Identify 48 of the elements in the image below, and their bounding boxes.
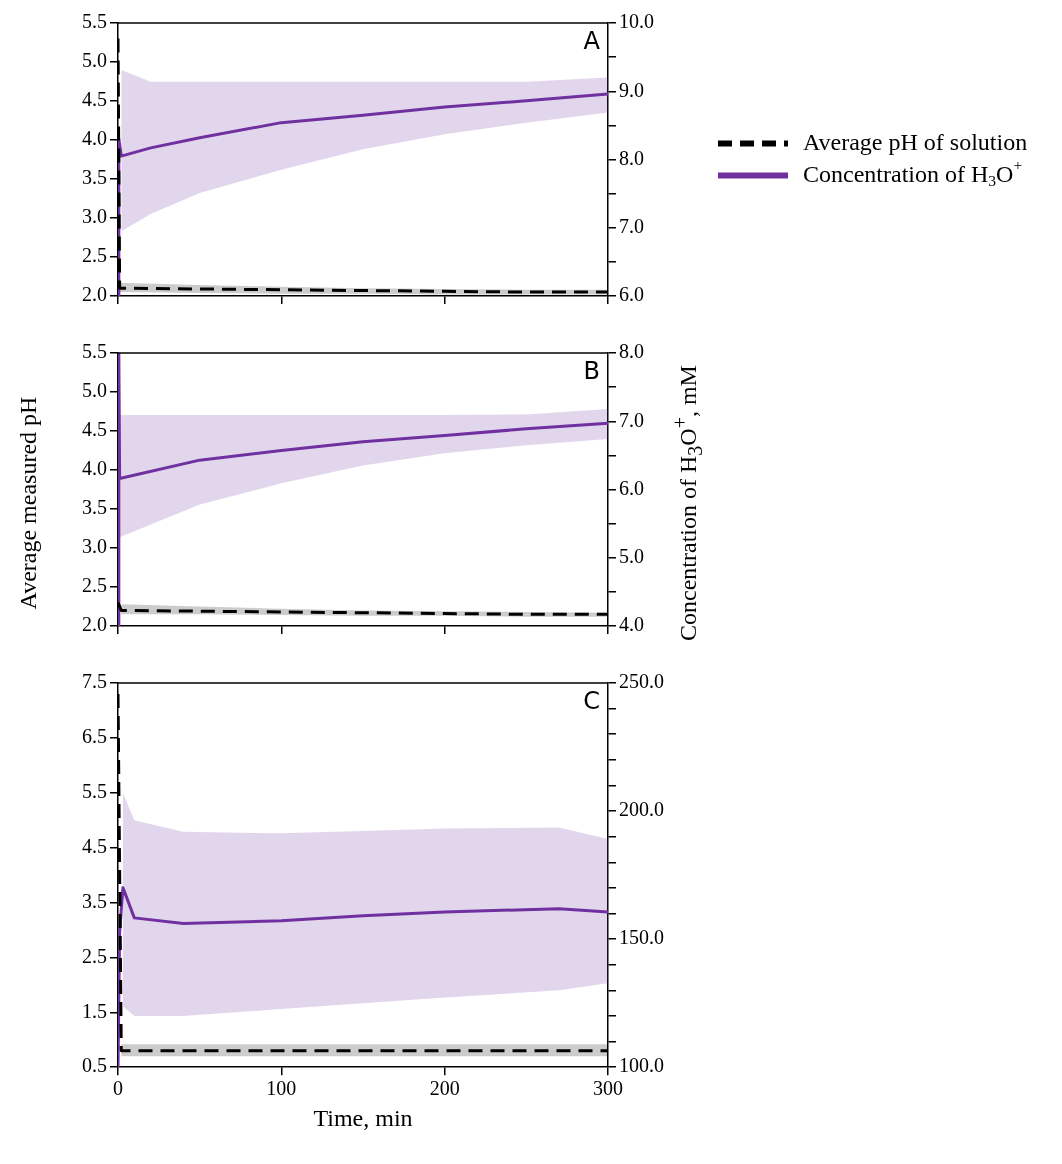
y-tick-label: 5.5 <box>82 340 107 363</box>
y-tick-label: 3.0 <box>82 535 107 558</box>
y-tick-label: 1.5 <box>82 999 107 1022</box>
y-tick-label: 4.0 <box>82 127 107 150</box>
y2-tick-label: 8.0 <box>619 146 644 169</box>
y-tick-label: 0.5 <box>82 1054 107 1077</box>
y-tick-label: 5.5 <box>82 10 107 33</box>
annotation: A <box>583 27 601 56</box>
y-tick-label: 2.5 <box>82 944 107 967</box>
y2-tick-label: 100.0 <box>619 1054 664 1077</box>
annotation: C <box>583 687 600 716</box>
annotation: B <box>583 357 600 386</box>
y2-tick-label: 6.0 <box>619 283 644 306</box>
y-tick-label: 4.5 <box>82 418 107 441</box>
y-tick-label: 2.0 <box>82 613 107 636</box>
y2-tick-label: 10.0 <box>619 10 654 33</box>
x-tick-label: 0 <box>113 1077 123 1100</box>
y-tick-label: 7.5 <box>82 670 107 693</box>
y-tick-label: 5.5 <box>82 780 107 803</box>
x-tick-label: 100 <box>266 1077 297 1100</box>
y-tick-label: 2.0 <box>82 283 107 306</box>
y2-tick-label: 9.0 <box>619 78 644 101</box>
y2-tick-label: 8.0 <box>619 340 644 363</box>
y-tick-label: 4.5 <box>82 834 107 857</box>
y2-tick-label: 150.0 <box>619 926 664 949</box>
y-tick-label: 4.0 <box>82 457 107 480</box>
y2-tick-label: 7.0 <box>619 215 644 237</box>
y2-tick-label: 5.0 <box>619 545 644 567</box>
y-tick-label: 3.5 <box>82 496 107 519</box>
y2-tick-label: 200.0 <box>619 798 664 821</box>
y-tick-label: 2.5 <box>82 574 107 597</box>
y-axis-title: Average measured pH <box>14 396 42 610</box>
y2-tick-label: 4.0 <box>619 613 644 636</box>
x-tick-label: 200 <box>429 1077 460 1100</box>
y2-tick-label: 250.0 <box>619 670 664 693</box>
y-tick-label: 5.0 <box>82 379 107 402</box>
y-tick-label: 3.0 <box>82 205 107 228</box>
y-tick-label: 6.5 <box>82 725 107 748</box>
y2-tick-label: 7.0 <box>619 408 644 431</box>
x-axis-title: Time, min <box>313 1104 413 1131</box>
y-tick-label: 2.5 <box>82 244 107 267</box>
legend-label: Average pH of solution <box>803 128 1028 155</box>
y2-tick-label: 6.0 <box>619 476 644 499</box>
y-tick-label: 4.5 <box>82 88 107 111</box>
y-tick-label: 5.0 <box>82 49 107 72</box>
y-tick-label: 3.5 <box>82 166 107 189</box>
x-tick-label: 300 <box>593 1077 623 1100</box>
y-tick-label: 3.5 <box>82 889 107 912</box>
